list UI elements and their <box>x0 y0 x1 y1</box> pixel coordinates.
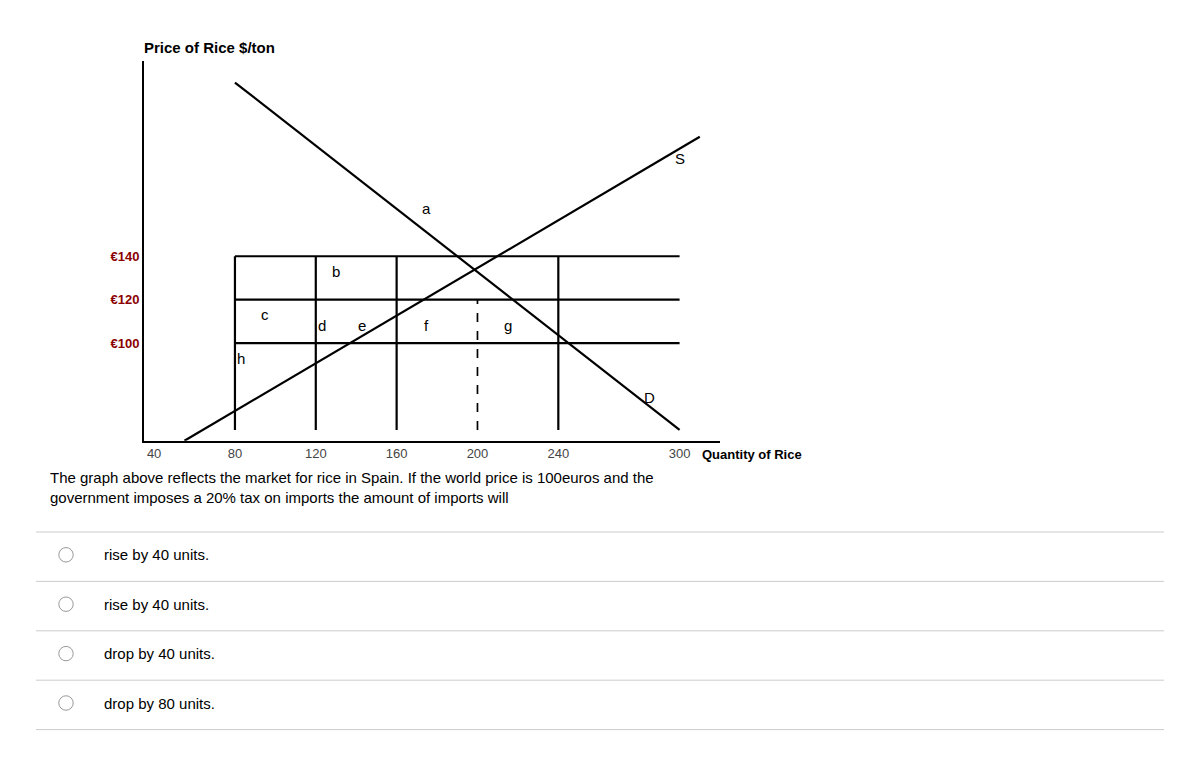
svg-text:Price of Rice $/ton: Price of Rice $/ton <box>144 39 275 56</box>
svg-text:a: a <box>422 200 431 217</box>
svg-text:160: 160 <box>386 446 408 461</box>
svg-text:40: 40 <box>147 446 161 461</box>
svg-text:drop by 80 units.: drop by 80 units. <box>104 695 215 712</box>
svg-text:b: b <box>332 263 340 280</box>
svg-text:120: 120 <box>305 446 327 461</box>
svg-text:rise by 40 units.: rise by 40 units. <box>104 596 209 613</box>
svg-text:€120: €120 <box>110 292 139 307</box>
svg-text:80: 80 <box>228 446 242 461</box>
svg-text:D: D <box>644 389 655 406</box>
svg-text:c: c <box>261 306 269 323</box>
svg-text:€100: €100 <box>110 336 139 351</box>
svg-text:e: e <box>358 317 366 334</box>
svg-text:g: g <box>504 317 512 334</box>
svg-text:The graph above reflects the m: The graph above reflects the market for … <box>50 469 654 506</box>
svg-text:h: h <box>237 350 245 367</box>
svg-text:240: 240 <box>547 446 569 461</box>
svg-text:200: 200 <box>467 446 489 461</box>
svg-text:€140: €140 <box>110 249 139 264</box>
svg-text:f: f <box>424 317 429 334</box>
svg-text:d: d <box>318 317 326 334</box>
svg-text:300: 300 <box>669 446 691 461</box>
svg-text:S: S <box>675 150 685 167</box>
svg-text:rise by 40 units.: rise by 40 units. <box>104 546 209 563</box>
svg-text:Quantity of Rice: Quantity of Rice <box>702 447 802 462</box>
svg-text:drop by 40 units.: drop by 40 units. <box>104 645 215 662</box>
